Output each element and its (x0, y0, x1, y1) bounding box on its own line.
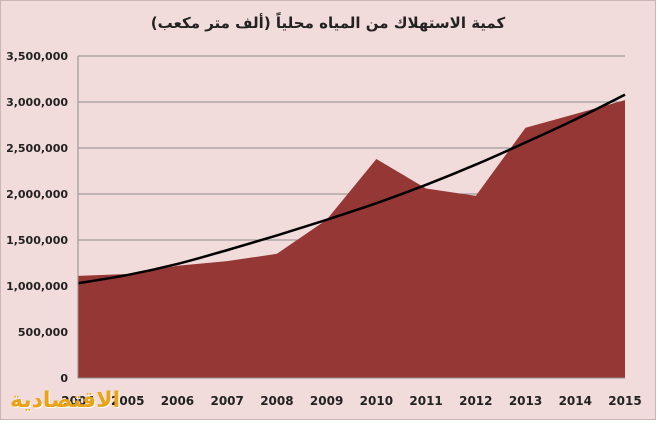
y-tick-label: 3,500,000 (6, 50, 68, 63)
x-tick-label: 2012 (459, 394, 492, 408)
x-tick-label: 2010 (360, 394, 393, 408)
x-tick-label: 2005 (111, 394, 144, 408)
x-tick-label: 2009 (310, 394, 343, 408)
x-tick-label: 2011 (409, 394, 442, 408)
publisher-logo: الاقتصادية (10, 388, 121, 413)
trendline-path (77, 93, 626, 285)
trendline (77, 93, 626, 285)
chart-svg: 0 500,000 1,000,000 1,500,000 2,000,000 2,500… (6, 50, 642, 408)
chart-title: كمية الاستهلاك من المياه محلياً (ألف متر… (150, 14, 506, 32)
y-tick-label: 1,500,000 (6, 234, 68, 247)
y-tick-label: 2,500,000 (6, 142, 68, 155)
y-tick-label: 2,000,000 (6, 188, 68, 201)
axes (77, 56, 625, 379)
x-tick-label: 2007 (210, 394, 243, 408)
x-tick-label: 2008 (260, 394, 293, 408)
area-series (77, 100, 626, 378)
x-tick-labels: 2004 2005 2006 2007 2008 2009 2010 2011 2012 2013… (61, 394, 641, 408)
x-tick-label: 2015 (608, 394, 641, 408)
x-tick-label: 2004 (61, 394, 94, 408)
y-tick-label: 1,000,000 (6, 280, 68, 293)
x-tick-label: 2014 (559, 394, 592, 408)
area-fill (78, 100, 625, 378)
y-tick-labels: 0 500,000 1,000,000 1,500,000 2,000,000 2,500… (6, 50, 68, 385)
x-tick-label: 2013 (509, 394, 542, 408)
x-tick-label: 2006 (161, 394, 194, 408)
y-tick-label: 500,000 (18, 326, 68, 339)
y-tick-label: 3,000,000 (6, 96, 68, 109)
y-tick-label: 0 (60, 372, 68, 385)
